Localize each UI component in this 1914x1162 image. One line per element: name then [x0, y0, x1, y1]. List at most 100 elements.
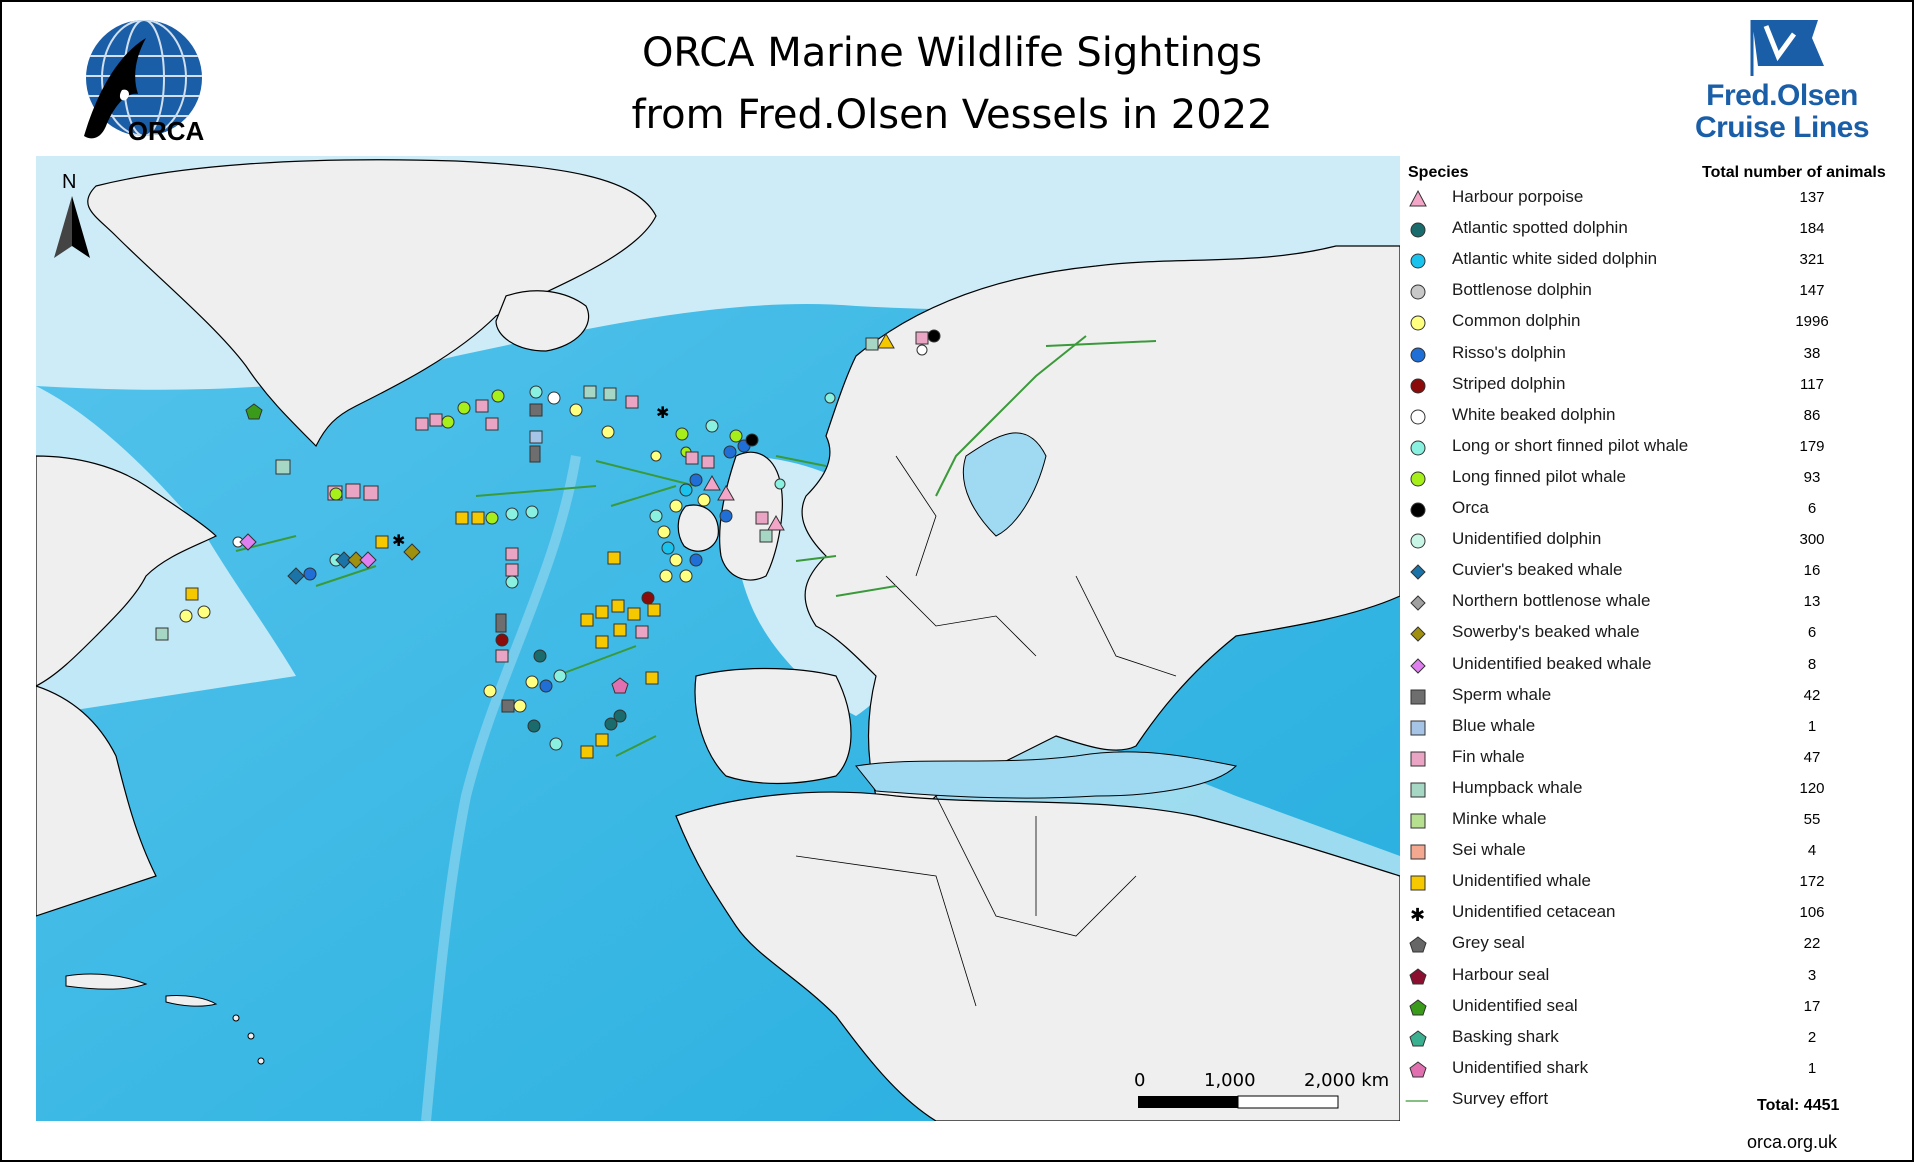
sperm-whale-marker — [529, 445, 541, 463]
scale-label-2000: 2,000 km — [1304, 1070, 1389, 1091]
legend-row: Survey effort — [1402, 1086, 1902, 1117]
legend-row: Unidentified beaked whale 8 — [1402, 651, 1902, 682]
north-america-east-coast — [36, 685, 157, 917]
legend-count: 16 — [1803, 562, 1821, 580]
legend-count: 6 — [1807, 500, 1817, 517]
legend-row: Long finned pilot whale 93 — [1402, 464, 1902, 495]
white-beaked-dolphin-marker — [547, 391, 561, 405]
legend-count-header: Total number of animals — [1702, 164, 1886, 181]
legend-count: 1996 — [1795, 313, 1829, 331]
fin-whale-marker — [485, 417, 499, 431]
legend-count: 55 — [1803, 811, 1821, 828]
north-america-landmass — [36, 455, 218, 687]
legend-row: Risso's dolphin 38 — [1402, 340, 1902, 371]
diamond-symbol-icon — [1410, 595, 1426, 612]
legend-label: Humpback whale — [1452, 777, 1583, 797]
iceland-landmass — [495, 290, 590, 352]
square-symbol-icon — [1410, 689, 1426, 705]
title-line-1: ORCA Marine Wildlife Sightings — [641, 30, 1263, 76]
legend-count: 86 — [1803, 406, 1821, 424]
legend-label: Sei whale — [1452, 840, 1526, 860]
circle-symbol-icon — [1410, 502, 1426, 518]
country-borders — [795, 455, 1177, 1007]
legend-count: 4 — [1807, 842, 1817, 860]
diamond-symbol-icon — [1410, 657, 1426, 674]
common-dolphin-marker — [569, 403, 583, 417]
legend-label: Common dolphin — [1452, 311, 1581, 331]
fredolsen-logo: Fred.Olsen Cruise Lines — [1682, 16, 1882, 146]
orca-logo-text: ORCA — [128, 116, 205, 146]
legend-count: 172 — [1799, 873, 1825, 891]
legend-label: Unidentified cetacean — [1452, 902, 1616, 922]
fin-whale-marker — [363, 485, 379, 501]
legend-count: 179 — [1799, 437, 1825, 455]
map-title: ORCA Marine Wildlife Sightings from Fred… — [452, 22, 1452, 146]
square-symbol-icon — [1410, 751, 1426, 767]
fin-whale-marker — [415, 417, 429, 431]
legend-count: 6 — [1807, 624, 1817, 642]
legend-label: Unidentified seal — [1452, 995, 1578, 1015]
footer-url[interactable]: orca.org.uk — [1747, 1132, 1838, 1152]
scale-label-1000: 1,000 — [1204, 1070, 1256, 1091]
legend-row: Long or short finned pilot whale 179 — [1402, 433, 1902, 464]
unidentified-cetacean-marker: ✱ — [656, 403, 669, 422]
legend-label: White beaked dolphin — [1452, 404, 1616, 424]
legend-label: Long or short finned pilot whale — [1452, 435, 1689, 455]
africa-landmass — [675, 791, 1400, 1121]
circle-symbol-icon — [1410, 347, 1426, 362]
legend-count: 1 — [1807, 717, 1817, 735]
pilot-whale-marker — [529, 385, 543, 399]
scale-bar: 0 1,000 2,000 km — [1134, 1070, 1389, 1109]
survey-effort-tracks — [235, 335, 1157, 757]
legend-row: Unidentified dolphin 300 — [1402, 526, 1902, 557]
sperm-whale-marker — [529, 403, 543, 417]
circle-symbol-icon — [1410, 440, 1426, 456]
svg-text:✱: ✱ — [392, 531, 405, 550]
legend-row: Unidentified seal 17 — [1402, 993, 1902, 1024]
circle-symbol-icon — [1410, 222, 1426, 238]
legend-row: Minke whale 55 — [1402, 806, 1902, 837]
square-symbol-icon — [1410, 813, 1426, 829]
legend-label: Harbour seal — [1452, 964, 1550, 984]
sightings-map[interactable]: ✱ ✱ — [36, 156, 1400, 1121]
legend-count: 2 — [1807, 1028, 1817, 1046]
legend-count: 22 — [1803, 935, 1821, 953]
legend-count: 321 — [1799, 251, 1825, 269]
orca-logo-graphic: ORCA — [84, 20, 205, 146]
pentagon-symbol-icon — [1409, 998, 1427, 1016]
asterisk-symbol-icon: ✱ — [1410, 905, 1425, 924]
legend-row: Northern bottlenose whale 13 — [1402, 588, 1902, 619]
sighting-markers: ✱ ✱ — [155, 329, 941, 759]
legend-count: 42 — [1803, 686, 1821, 704]
pilot-whale-marker — [329, 487, 343, 501]
legend-species-header: Species — [1408, 164, 1469, 181]
legend-count: 184 — [1799, 220, 1825, 238]
legend-count: 38 — [1803, 344, 1821, 362]
legend-count: 17 — [1803, 997, 1821, 1015]
legend-label: Cuvier's beaked whale — [1452, 560, 1623, 580]
legend-label: Bottlenose dolphin — [1452, 280, 1592, 300]
legend-count: 47 — [1803, 748, 1821, 766]
pilot-whale-marker — [491, 389, 505, 403]
legend-label: Basking shark — [1452, 1026, 1559, 1046]
legend-label: Striped dolphin — [1452, 373, 1566, 393]
greenland-landmass — [87, 159, 657, 448]
legend-label: Unidentified shark — [1452, 1057, 1589, 1077]
common-dolphin-marker — [601, 425, 615, 439]
legend-label: Atlantic white sided dolphin — [1452, 249, 1658, 269]
north-arrow-icon: N — [54, 171, 90, 258]
square-symbol-icon — [1410, 875, 1426, 891]
legend-count: 1 — [1807, 1059, 1817, 1077]
fin-whale-marker — [625, 395, 639, 409]
legend-row: Fin whale 47 — [1402, 744, 1902, 775]
legend-row: Atlantic spotted dolphin 184 — [1402, 215, 1902, 246]
legend-label: Unidentified beaked whale — [1452, 653, 1652, 673]
pilot-whale-marker — [457, 401, 471, 415]
humpback-whale-marker — [583, 385, 597, 399]
species-legend: Species Total number of animals Harbour … — [1402, 156, 1902, 1108]
legend-row: ✱ Unidentified cetacean 106 — [1402, 899, 1902, 930]
legend-row: Harbour porpoise 137 — [1402, 184, 1902, 215]
legend-count: 3 — [1807, 966, 1817, 984]
legend-row: Sei whale 4 — [1402, 837, 1902, 868]
map-canvas: ✱ ✱ — [36, 156, 1400, 1121]
